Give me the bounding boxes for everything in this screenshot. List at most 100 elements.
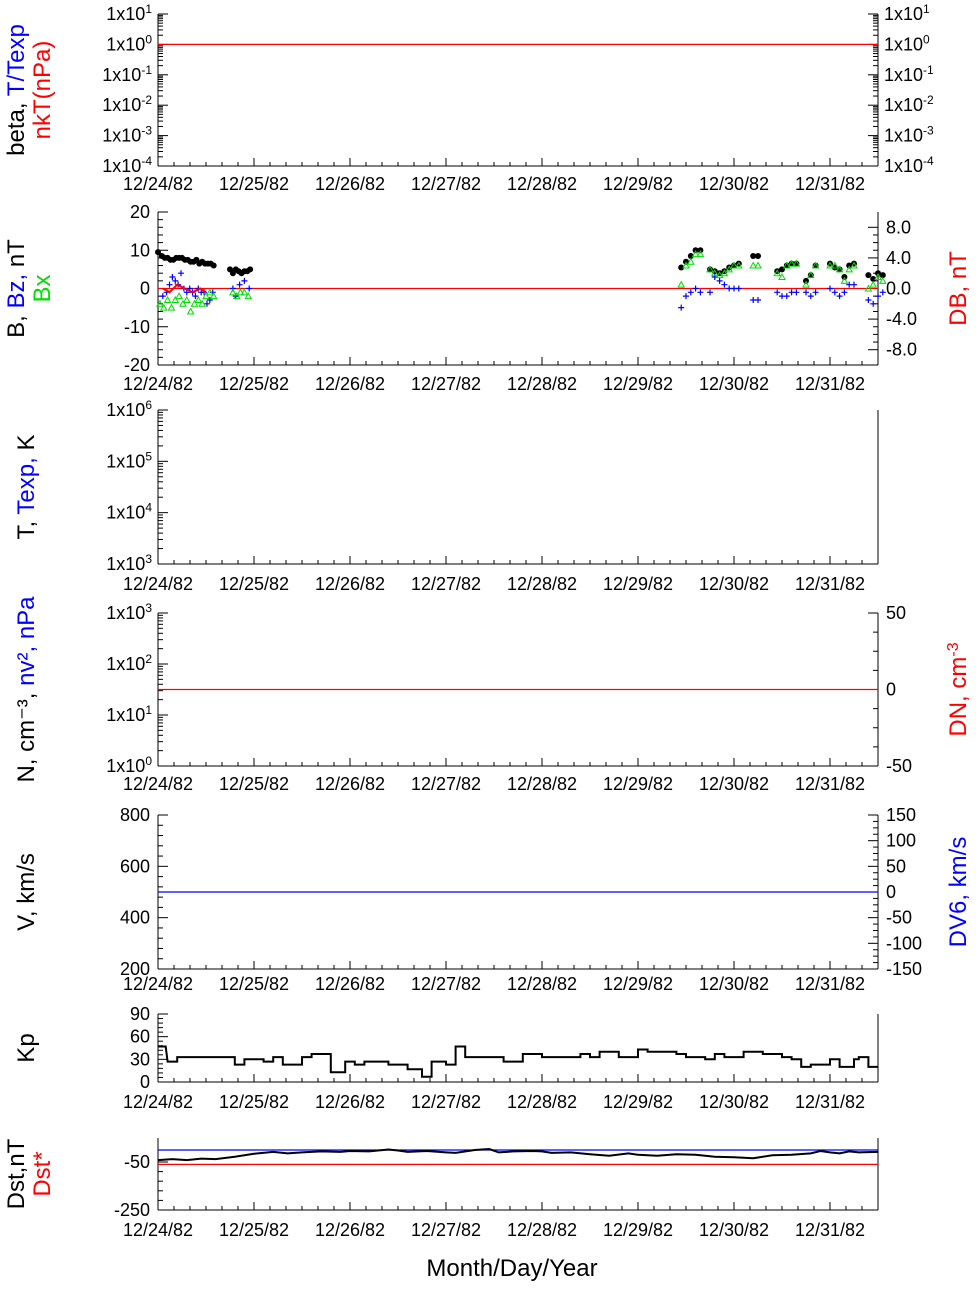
y2-tick-label-exponent: -1 bbox=[923, 63, 934, 77]
y2-tick-label: 50 bbox=[886, 603, 906, 623]
x-tick-label: 12/26/82 bbox=[315, 774, 385, 794]
data-point bbox=[879, 289, 886, 296]
x-tick-label: 12/28/82 bbox=[507, 1092, 577, 1112]
panel-kp: 12/24/82 12/25/82 12/26/82 12/27/82 12/28/82… bbox=[13, 1004, 879, 1112]
data-point bbox=[707, 266, 713, 273]
data-point bbox=[710, 269, 719, 277]
y-axis-label-part: T/Texp bbox=[3, 24, 30, 96]
panel-density: 12/24/82 12/25/82 12/26/82 12/27/82 12/28/82… bbox=[13, 596, 972, 794]
data-point bbox=[172, 277, 179, 284]
x-tick-label: 12/26/82 bbox=[315, 574, 385, 594]
y2-tick-label-base: 1x10 bbox=[884, 126, 923, 146]
data-point bbox=[159, 303, 168, 311]
x-tick-label: 12/28/82 bbox=[507, 574, 577, 594]
y-axis-label-part: B, bbox=[3, 309, 30, 338]
data-point bbox=[697, 289, 704, 296]
x-tick-label: 12/26/82 bbox=[315, 174, 385, 194]
y-axis-label: N, cm⁻³, nv², nPa bbox=[13, 596, 40, 783]
y-axis-label: T, Texp, K bbox=[13, 435, 40, 540]
y-axis-label-part: nv², nPa bbox=[13, 596, 40, 686]
y-tick-label-base: 1x10 bbox=[102, 156, 141, 176]
data-point bbox=[835, 265, 844, 273]
x-tick-label: 12/29/82 bbox=[603, 574, 673, 594]
data-point bbox=[682, 261, 690, 269]
y-tick-label-exponent: -3 bbox=[141, 124, 152, 138]
data-point bbox=[755, 252, 761, 259]
data-point bbox=[706, 265, 714, 273]
y-axis-label: beta, T/Texp bbox=[3, 24, 30, 156]
y-tick-label: 1x10-1 bbox=[102, 63, 152, 85]
x-tick-label: 12/30/82 bbox=[699, 974, 769, 994]
x-tick-label: 12/28/82 bbox=[507, 174, 577, 194]
data-point bbox=[831, 289, 838, 296]
data-point bbox=[198, 299, 207, 307]
y2-tick-label-exponent: -4 bbox=[923, 154, 934, 168]
y-tick-label-base: 1x10 bbox=[106, 34, 145, 54]
data-point bbox=[865, 296, 872, 303]
data-point bbox=[792, 259, 801, 267]
y-tick-label: 0 bbox=[140, 1072, 150, 1092]
data-point bbox=[192, 293, 199, 300]
data-point bbox=[826, 261, 834, 269]
y-tick-label: -10 bbox=[124, 317, 150, 337]
y-tick-label: 1x106 bbox=[106, 398, 152, 420]
data-point bbox=[692, 285, 699, 292]
data-point bbox=[167, 303, 176, 311]
x-tick-label: 12/27/82 bbox=[411, 374, 481, 394]
x-tick-label: 12/24/82 bbox=[123, 374, 193, 394]
x-tick-label: 12/31/82 bbox=[795, 1092, 865, 1112]
y2-tick-label-exponent: 1 bbox=[923, 2, 930, 16]
data-point bbox=[783, 262, 790, 269]
data-point bbox=[720, 269, 729, 277]
y2-tick-label: -8.0 bbox=[886, 340, 917, 360]
data-point bbox=[812, 289, 819, 296]
y2-axis-label-part: DN, cm bbox=[945, 657, 972, 737]
data-point bbox=[686, 257, 695, 265]
y-tick-label: 1x102 bbox=[106, 652, 152, 674]
data-point bbox=[840, 276, 849, 284]
panel-beta: 12/24/82 12/25/82 12/26/82 12/27/82 12/28/82… bbox=[3, 2, 934, 194]
y-tick-label: 1x105 bbox=[106, 449, 152, 471]
data-point bbox=[721, 281, 728, 288]
series-bfield-1 bbox=[159, 270, 886, 311]
panel-bfield: 12/24/82 12/25/82 12/26/82 12/27/82 12/28/82… bbox=[3, 202, 972, 394]
y2-axis-label-part: -3 bbox=[945, 642, 962, 656]
x-tick-label: 12/26/82 bbox=[315, 1092, 385, 1112]
x-tick-label: 12/28/82 bbox=[507, 374, 577, 394]
y-tick-label-base: 1x10 bbox=[106, 554, 145, 574]
panel-velocity: 12/24/82 12/25/82 12/26/82 12/27/82 12/28/82… bbox=[13, 805, 972, 994]
data-point bbox=[206, 296, 213, 303]
x-tick-label: 12/31/82 bbox=[795, 374, 865, 394]
y-tick-label-base: 1x10 bbox=[106, 400, 145, 420]
data-point bbox=[827, 285, 833, 292]
x-tick-label: 12/25/82 bbox=[219, 1220, 289, 1240]
data-point bbox=[874, 272, 882, 281]
data-point bbox=[845, 265, 854, 273]
y-axis-label-part: ⁻³ bbox=[13, 699, 40, 720]
y-tick-label: 800 bbox=[120, 805, 150, 825]
y-tick-label-exponent: 3 bbox=[145, 552, 152, 566]
series-kp-0 bbox=[158, 1045, 878, 1078]
y-tick-label-exponent: -4 bbox=[141, 154, 152, 168]
data-point bbox=[696, 250, 705, 258]
data-point bbox=[210, 262, 217, 269]
y-tick-label-base: 1x10 bbox=[106, 603, 145, 623]
data-point bbox=[182, 295, 191, 303]
x-tick-label: 12/30/82 bbox=[699, 174, 769, 194]
y-tick-label-exponent: 0 bbox=[145, 754, 152, 768]
y2-axis-label-part: DB, nT bbox=[945, 251, 972, 326]
y-axis-label-part: K bbox=[13, 435, 40, 451]
y2-tick-label-base: 1x10 bbox=[884, 4, 923, 24]
x-tick-label: 12/27/82 bbox=[411, 974, 481, 994]
data-point bbox=[807, 293, 814, 300]
x-axis-title: Month/Day/Year bbox=[426, 1255, 597, 1282]
data-point bbox=[244, 292, 253, 300]
x-tick-label: 12/24/82 bbox=[123, 1220, 193, 1240]
y-axis-label-2: Bx bbox=[29, 274, 56, 302]
data-point bbox=[735, 285, 742, 292]
data-point bbox=[691, 250, 700, 258]
data-point bbox=[678, 264, 685, 271]
y-tick-label: 90 bbox=[130, 1004, 150, 1024]
y2-tick-label-base: 1x10 bbox=[884, 65, 923, 85]
x-tick-label: 12/28/82 bbox=[507, 974, 577, 994]
